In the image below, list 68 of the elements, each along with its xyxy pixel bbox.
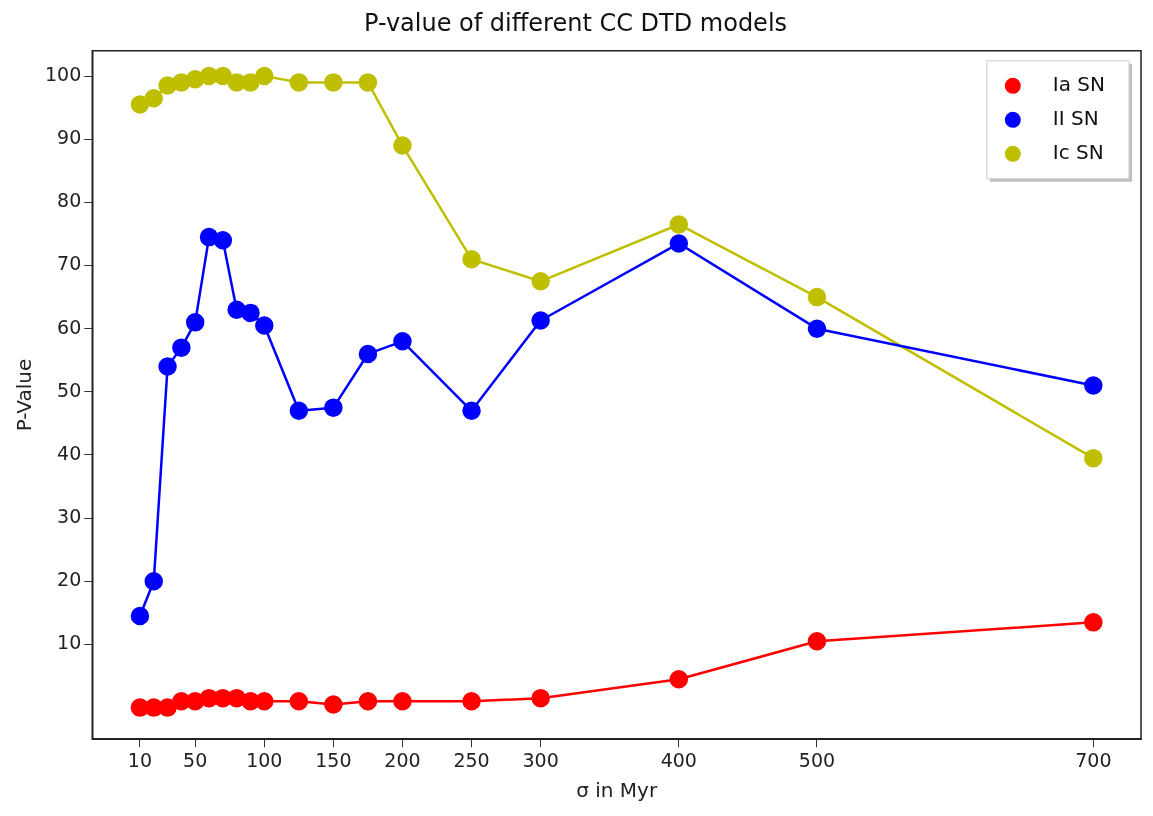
x-tick-label: 250 [453,748,490,771]
y-tick-label: 70 [57,252,82,275]
x-tick-label: 150 [315,748,352,771]
point [213,66,233,86]
y-tick-label: 50 [57,378,82,401]
point [531,688,550,708]
point [130,606,150,626]
y-tick-label: 80 [57,189,82,212]
point [172,338,191,357]
legend-label: Ia SN [1052,72,1105,96]
point [807,632,827,651]
point [255,692,274,711]
y-tick-label: 100 [45,63,82,85]
point [669,215,689,234]
x-tick-label: 200 [384,748,421,771]
point [358,73,378,92]
y-tick-label: 20 [57,568,82,591]
x-tick-label: 700 [1075,748,1112,771]
point [241,303,260,323]
y-axis-title: P-Value [12,358,37,432]
x-tick-label: 10 [127,748,153,771]
point [807,319,827,338]
x-axis-title: σ in Myr [576,778,658,803]
point [393,332,412,351]
y-tick-label: 40 [57,441,82,464]
point [1084,613,1103,632]
point [144,572,163,591]
point [462,692,481,711]
point [358,692,378,711]
point [358,344,378,364]
point [144,88,163,108]
point [1084,448,1103,468]
chart-title: P-value of different CC DTD models [363,8,788,37]
x-tick-label: 400 [660,748,697,771]
y-tick-label: 10 [57,631,82,654]
point [531,311,550,330]
point [324,695,343,714]
point [289,401,309,421]
x-tick-label: 300 [522,748,559,771]
point [1084,376,1103,395]
point [289,73,309,92]
point [669,234,689,253]
legend-label: Ic SN [1052,140,1104,164]
point [158,698,177,717]
point [393,136,412,155]
y-tick-label: 60 [57,315,82,338]
point [393,692,412,711]
y-tick-label: 30 [57,505,82,528]
point [130,95,150,114]
x-tick-label: 100 [246,748,283,771]
point [255,66,274,86]
point [324,398,343,417]
x-tick-label: 500 [798,748,836,771]
point [158,357,177,376]
y-tick-label: 90 [57,126,82,149]
point [213,231,233,250]
point [531,272,550,291]
point [324,73,343,92]
legend-label: II SN [1052,106,1099,130]
point [241,73,260,92]
point [289,692,309,711]
point [807,287,827,307]
x-tick-label: 50 [183,748,208,771]
point [185,313,205,332]
point [669,669,689,689]
point [462,401,481,421]
point [462,249,481,269]
point [255,316,274,335]
